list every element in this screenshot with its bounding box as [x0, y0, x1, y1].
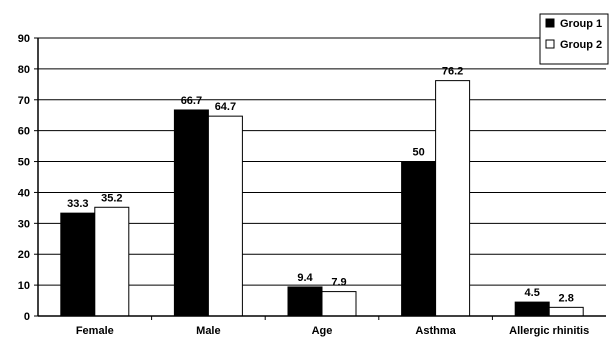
bar-group-2: [94, 206, 130, 317]
legend-label: Group 1: [560, 18, 602, 30]
legend-swatch: [545, 18, 555, 28]
y-tick-label: 70: [18, 95, 30, 107]
x-category-label: Asthma: [415, 325, 456, 337]
data-label: 64.7: [215, 101, 236, 113]
bar-group-1: [514, 301, 550, 317]
legend-label: Group 2: [560, 39, 602, 51]
bar-group-1: [401, 161, 437, 317]
x-category-label: Allergic rhinitis: [509, 325, 589, 337]
axes: 0 10 20 30 40 50 60 70 80 90 Female Male Age Asthma Al…: [18, 33, 606, 337]
y-tick-label: 40: [18, 187, 30, 199]
bar-group-2: [207, 115, 243, 317]
y-tick-label: 10: [18, 280, 30, 292]
data-label: 76.2: [442, 66, 463, 78]
gridlines: [38, 37, 606, 286]
data-label: 7.9: [331, 277, 346, 289]
data-label: 2.8: [559, 292, 574, 304]
bar-group-2: [321, 291, 357, 317]
y-tick-label: 50: [18, 157, 30, 169]
bar-group-2: [435, 80, 471, 317]
data-labels: 33.3 35.2 66.7 64.7 9.4 7.9 50 76.2 4.5 2.8: [67, 66, 574, 305]
bar-group-2: [548, 306, 584, 317]
data-label: 50: [412, 147, 424, 159]
data-label: 33.3: [67, 198, 88, 210]
bars: [60, 80, 584, 317]
legend-box: [539, 13, 609, 65]
legend-swatch: [545, 39, 555, 49]
bar-group-1: [287, 286, 323, 317]
y-tick-label: 0: [24, 311, 30, 323]
legend: Group 1 Group 2: [539, 13, 609, 65]
x-category-label: Age: [312, 325, 333, 337]
bar-group-1: [173, 109, 209, 317]
x-category-label: Male: [196, 325, 220, 337]
y-tick-label: 20: [18, 249, 30, 261]
y-tick-label: 80: [18, 64, 30, 76]
data-label: 9.4: [297, 272, 313, 284]
data-label: 35.2: [101, 192, 122, 204]
x-category-label: Female: [76, 325, 114, 337]
data-label: 66.7: [181, 95, 202, 107]
bar-group-1: [60, 212, 96, 317]
y-tick-label: 30: [18, 218, 30, 230]
y-tick-label: 90: [18, 33, 30, 45]
data-label: 4.5: [525, 287, 540, 299]
y-tick-label: 60: [18, 126, 30, 138]
